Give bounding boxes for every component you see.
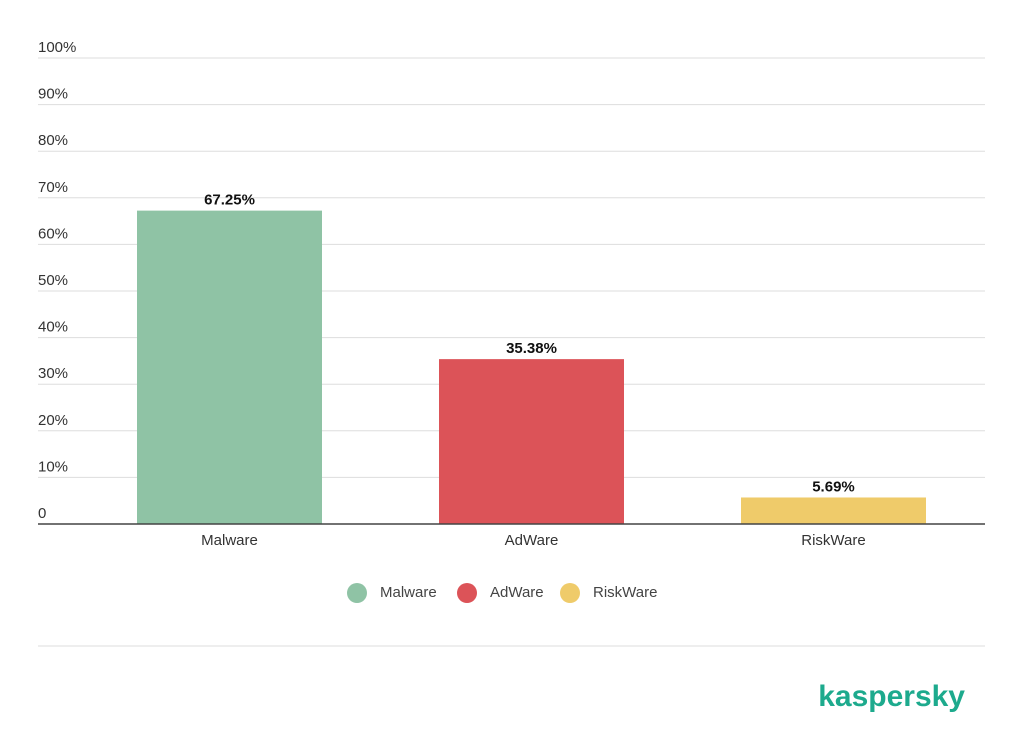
legend-marker — [457, 583, 477, 603]
legend-label: AdWare — [490, 584, 544, 601]
x-tick-label: Malware — [201, 532, 258, 549]
y-tick-label: 50% — [38, 272, 68, 289]
y-tick-label: 10% — [38, 458, 68, 475]
bar — [741, 497, 926, 524]
bar — [137, 210, 322, 525]
y-tick-label: 100% — [38, 39, 76, 56]
x-tick-label: RiskWare — [801, 532, 865, 549]
x-tick-label: AdWare — [505, 532, 559, 549]
y-tick-label: 30% — [38, 365, 68, 382]
legend-marker — [347, 583, 367, 603]
legend-marker — [560, 583, 580, 603]
y-tick-label: 0 — [38, 505, 46, 522]
legend-label: RiskWare — [593, 584, 657, 601]
y-tick-label: 20% — [38, 412, 68, 429]
y-tick-label: 90% — [38, 86, 68, 103]
y-tick-label: 60% — [38, 225, 68, 242]
y-tick-label: 70% — [38, 179, 68, 196]
brand-logo: kaspersky — [818, 680, 965, 713]
value-label: 67.25% — [204, 192, 255, 209]
legend-label: Malware — [380, 584, 437, 601]
y-tick-label: 80% — [38, 132, 68, 149]
value-label: 35.38% — [506, 340, 557, 357]
value-label: 5.69% — [812, 478, 855, 495]
bar — [439, 359, 624, 524]
y-tick-label: 40% — [38, 319, 68, 336]
